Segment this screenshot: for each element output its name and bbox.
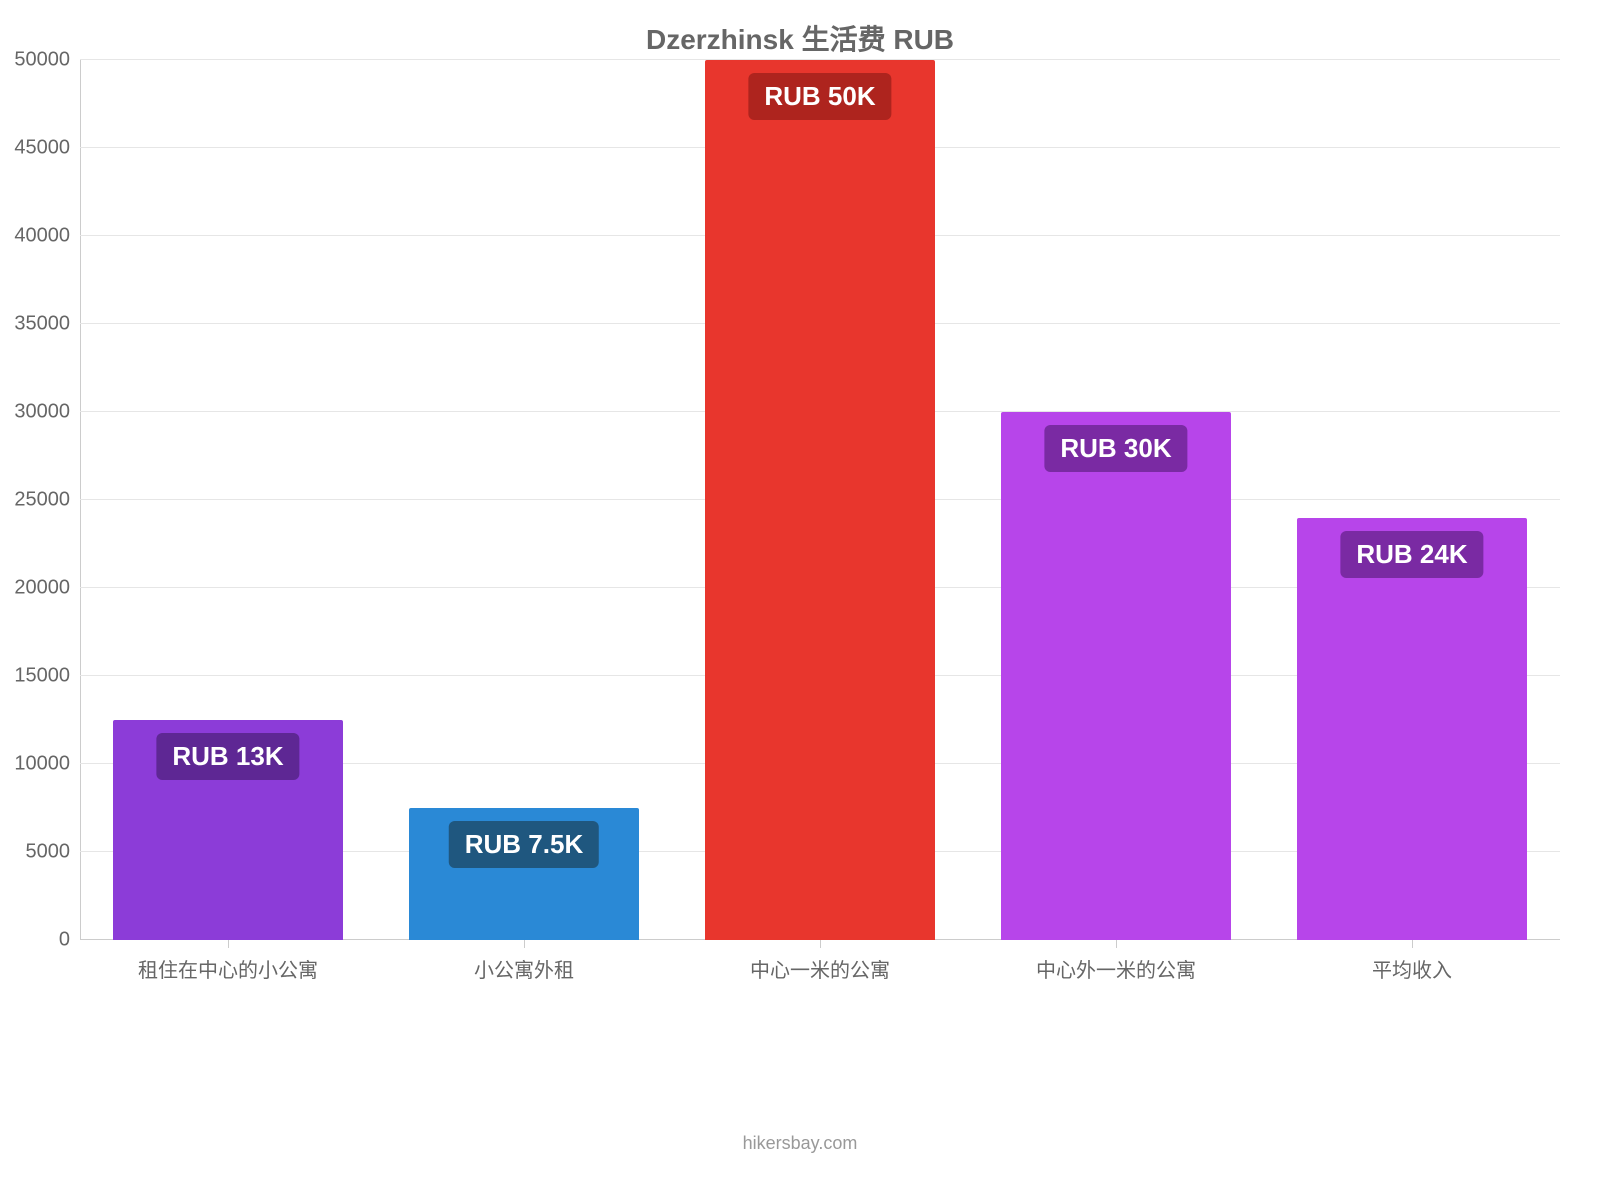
x-category-label: 小公寓外租	[474, 954, 574, 983]
x-category-label: 平均收入	[1372, 954, 1452, 983]
x-category-label: 中心一米的公寓	[750, 954, 890, 983]
x-tick	[1116, 940, 1117, 948]
x-category-label: 租住在中心的小公寓	[138, 954, 318, 983]
y-tick-label: 35000	[14, 313, 80, 336]
y-tick-label: 30000	[14, 401, 80, 424]
y-tick-label: 45000	[14, 137, 80, 160]
bar-value-badge: RUB 30K	[1044, 425, 1187, 472]
y-axis-line	[80, 60, 81, 940]
bar-value-badge: RUB 7.5K	[449, 821, 599, 868]
bar-value-badge: RUB 13K	[156, 733, 299, 780]
bar-value-badge: RUB 24K	[1340, 531, 1483, 578]
y-tick-label: 20000	[14, 577, 80, 600]
bar	[705, 60, 936, 940]
x-tick	[228, 940, 229, 948]
bar	[1297, 518, 1528, 940]
y-tick-label: 40000	[14, 225, 80, 248]
y-tick-label: 25000	[14, 489, 80, 512]
y-tick-label: 0	[59, 929, 80, 952]
attribution-text: hikersbay.com	[0, 1133, 1600, 1154]
y-tick-label: 10000	[14, 753, 80, 776]
y-tick-label: 5000	[26, 841, 81, 864]
x-tick	[524, 940, 525, 948]
x-tick	[820, 940, 821, 948]
bar	[1001, 412, 1232, 940]
plot-area: 0500010000150002000025000300003500040000…	[80, 60, 1560, 940]
bar-value-badge: RUB 50K	[748, 73, 891, 120]
chart-title: Dzerzhinsk 生活费 RUB	[0, 18, 1600, 58]
x-category-label: 中心外一米的公寓	[1036, 954, 1196, 983]
chart-container: Dzerzhinsk 生活费 RUB 050001000015000200002…	[0, 0, 1600, 1200]
y-tick-label: 50000	[14, 49, 80, 72]
x-tick	[1412, 940, 1413, 948]
y-tick-label: 15000	[14, 665, 80, 688]
